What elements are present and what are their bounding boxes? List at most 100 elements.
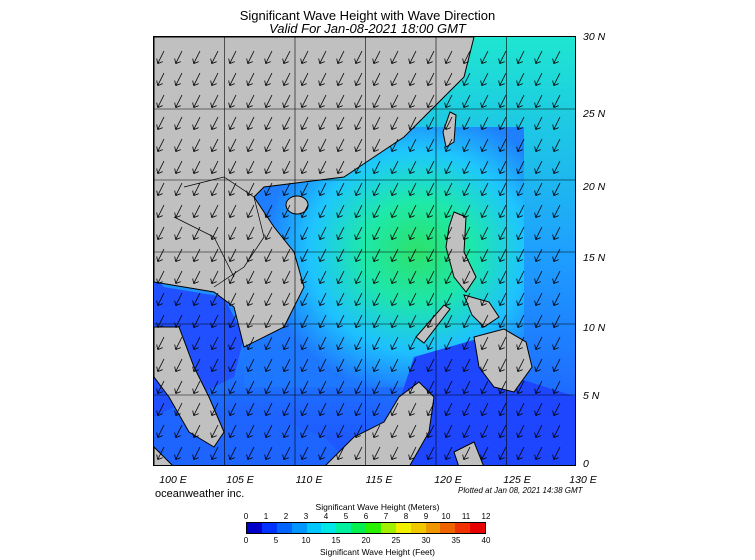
wave-arrow bbox=[282, 336, 291, 350]
wave-arrow bbox=[282, 138, 291, 152]
map-subtitle: Valid For Jan-08-2021 18:00 GMT bbox=[269, 21, 466, 36]
wave-arrow bbox=[210, 72, 219, 86]
wave-arrow bbox=[156, 336, 165, 350]
malay-peninsula bbox=[154, 326, 225, 448]
wave-arrow bbox=[264, 424, 273, 438]
wave-arrow bbox=[390, 270, 399, 284]
wave-arrow bbox=[534, 94, 543, 108]
wave-arrow bbox=[354, 72, 363, 86]
wave-arrow bbox=[552, 50, 561, 64]
wave-arrow bbox=[390, 204, 399, 218]
wave-arrow bbox=[210, 336, 219, 350]
wave-arrow bbox=[372, 116, 381, 130]
wave-arrow bbox=[246, 424, 255, 438]
wave-arrow bbox=[210, 204, 219, 218]
wave-arrow bbox=[462, 72, 471, 86]
wave-arrow bbox=[444, 358, 453, 372]
wave-arrow bbox=[552, 402, 561, 416]
wave-arrow bbox=[498, 270, 507, 284]
wave-arrow bbox=[336, 446, 345, 460]
wave-arrow bbox=[390, 358, 399, 372]
wave-arrow bbox=[300, 138, 309, 152]
wave-arrow bbox=[156, 94, 165, 108]
wave-arrow bbox=[534, 358, 543, 372]
wave-arrow bbox=[480, 182, 489, 196]
wave-arrow bbox=[516, 248, 525, 262]
wave-arrow bbox=[174, 50, 183, 64]
wave-arrow bbox=[498, 50, 507, 64]
taiwan-island bbox=[442, 111, 457, 148]
wave-arrow bbox=[228, 182, 237, 196]
wave-arrow bbox=[336, 182, 345, 196]
wave-arrow bbox=[480, 380, 489, 394]
wave-arrow bbox=[444, 248, 453, 262]
wave-arrow bbox=[516, 50, 525, 64]
wave-arrow bbox=[372, 402, 381, 416]
wave-arrow bbox=[462, 50, 471, 64]
wave-arrow bbox=[246, 380, 255, 394]
wave-arrow bbox=[444, 182, 453, 196]
wave-arrow bbox=[462, 402, 471, 416]
country-borders bbox=[183, 176, 265, 288]
lon-label-125e: 125 E bbox=[503, 474, 531, 486]
wave-arrow bbox=[480, 116, 489, 130]
wave-arrow bbox=[390, 446, 399, 460]
wave-arrow bbox=[426, 336, 435, 350]
wave-arrow bbox=[354, 116, 363, 130]
wave-arrow bbox=[174, 402, 183, 416]
wave-arrow bbox=[444, 94, 453, 108]
wave-arrow bbox=[552, 182, 561, 196]
wave-arrow bbox=[282, 204, 291, 218]
lon-label-120e: 120 E bbox=[434, 474, 462, 486]
meters-tick-label: 10 bbox=[441, 512, 451, 521]
wave-arrow bbox=[228, 116, 237, 130]
lat-label-20n: 20 N bbox=[583, 181, 606, 193]
wave-arrow bbox=[552, 138, 561, 152]
wave-arrow bbox=[408, 336, 417, 350]
wave-arrow bbox=[246, 292, 255, 306]
wave-arrow bbox=[156, 424, 165, 438]
wave-arrow bbox=[480, 358, 489, 372]
wave-arrow bbox=[462, 94, 471, 108]
wave-arrow bbox=[390, 336, 399, 350]
wave-arrow bbox=[480, 446, 489, 460]
wave-arrow bbox=[264, 138, 273, 152]
wave-arrow bbox=[228, 50, 237, 64]
wave-arrow bbox=[318, 248, 327, 262]
color-scale-swatch bbox=[470, 523, 485, 533]
wave-arrow bbox=[282, 50, 291, 64]
wave-arrow bbox=[372, 292, 381, 306]
wave-arrow bbox=[210, 160, 219, 174]
wave-arrow bbox=[534, 138, 543, 152]
wave-arrow bbox=[390, 314, 399, 328]
plotted-timestamp: Plotted at Jan 08, 2021 14:38 GMT bbox=[458, 486, 583, 495]
color-scale-swatch bbox=[247, 523, 262, 533]
color-scale-swatch bbox=[440, 523, 456, 533]
wave-arrow bbox=[336, 314, 345, 328]
wave-arrow bbox=[192, 446, 201, 460]
wave-arrow bbox=[174, 94, 183, 108]
wave-arrow bbox=[372, 424, 381, 438]
wave-arrow bbox=[336, 226, 345, 240]
wave-arrow bbox=[390, 50, 399, 64]
sulawesi-island bbox=[453, 441, 484, 465]
wave-arrow bbox=[282, 380, 291, 394]
wave-arrow bbox=[426, 182, 435, 196]
wave-arrow bbox=[300, 270, 309, 284]
wave-arrow bbox=[444, 160, 453, 174]
wave-arrow bbox=[498, 160, 507, 174]
wave-arrow bbox=[300, 50, 309, 64]
wave-arrow bbox=[336, 116, 345, 130]
wave-arrow bbox=[210, 248, 219, 262]
wave-arrow bbox=[300, 116, 309, 130]
wave-arrow bbox=[552, 336, 561, 350]
wave-arrow bbox=[372, 336, 381, 350]
wave-arrow bbox=[174, 248, 183, 262]
wave-arrow bbox=[282, 94, 291, 108]
wave-arrow bbox=[246, 226, 255, 240]
wave-arrow bbox=[192, 248, 201, 262]
wave-arrow bbox=[228, 138, 237, 152]
wave-arrow bbox=[462, 314, 471, 328]
wave-arrow bbox=[300, 336, 309, 350]
wave-arrow bbox=[210, 94, 219, 108]
